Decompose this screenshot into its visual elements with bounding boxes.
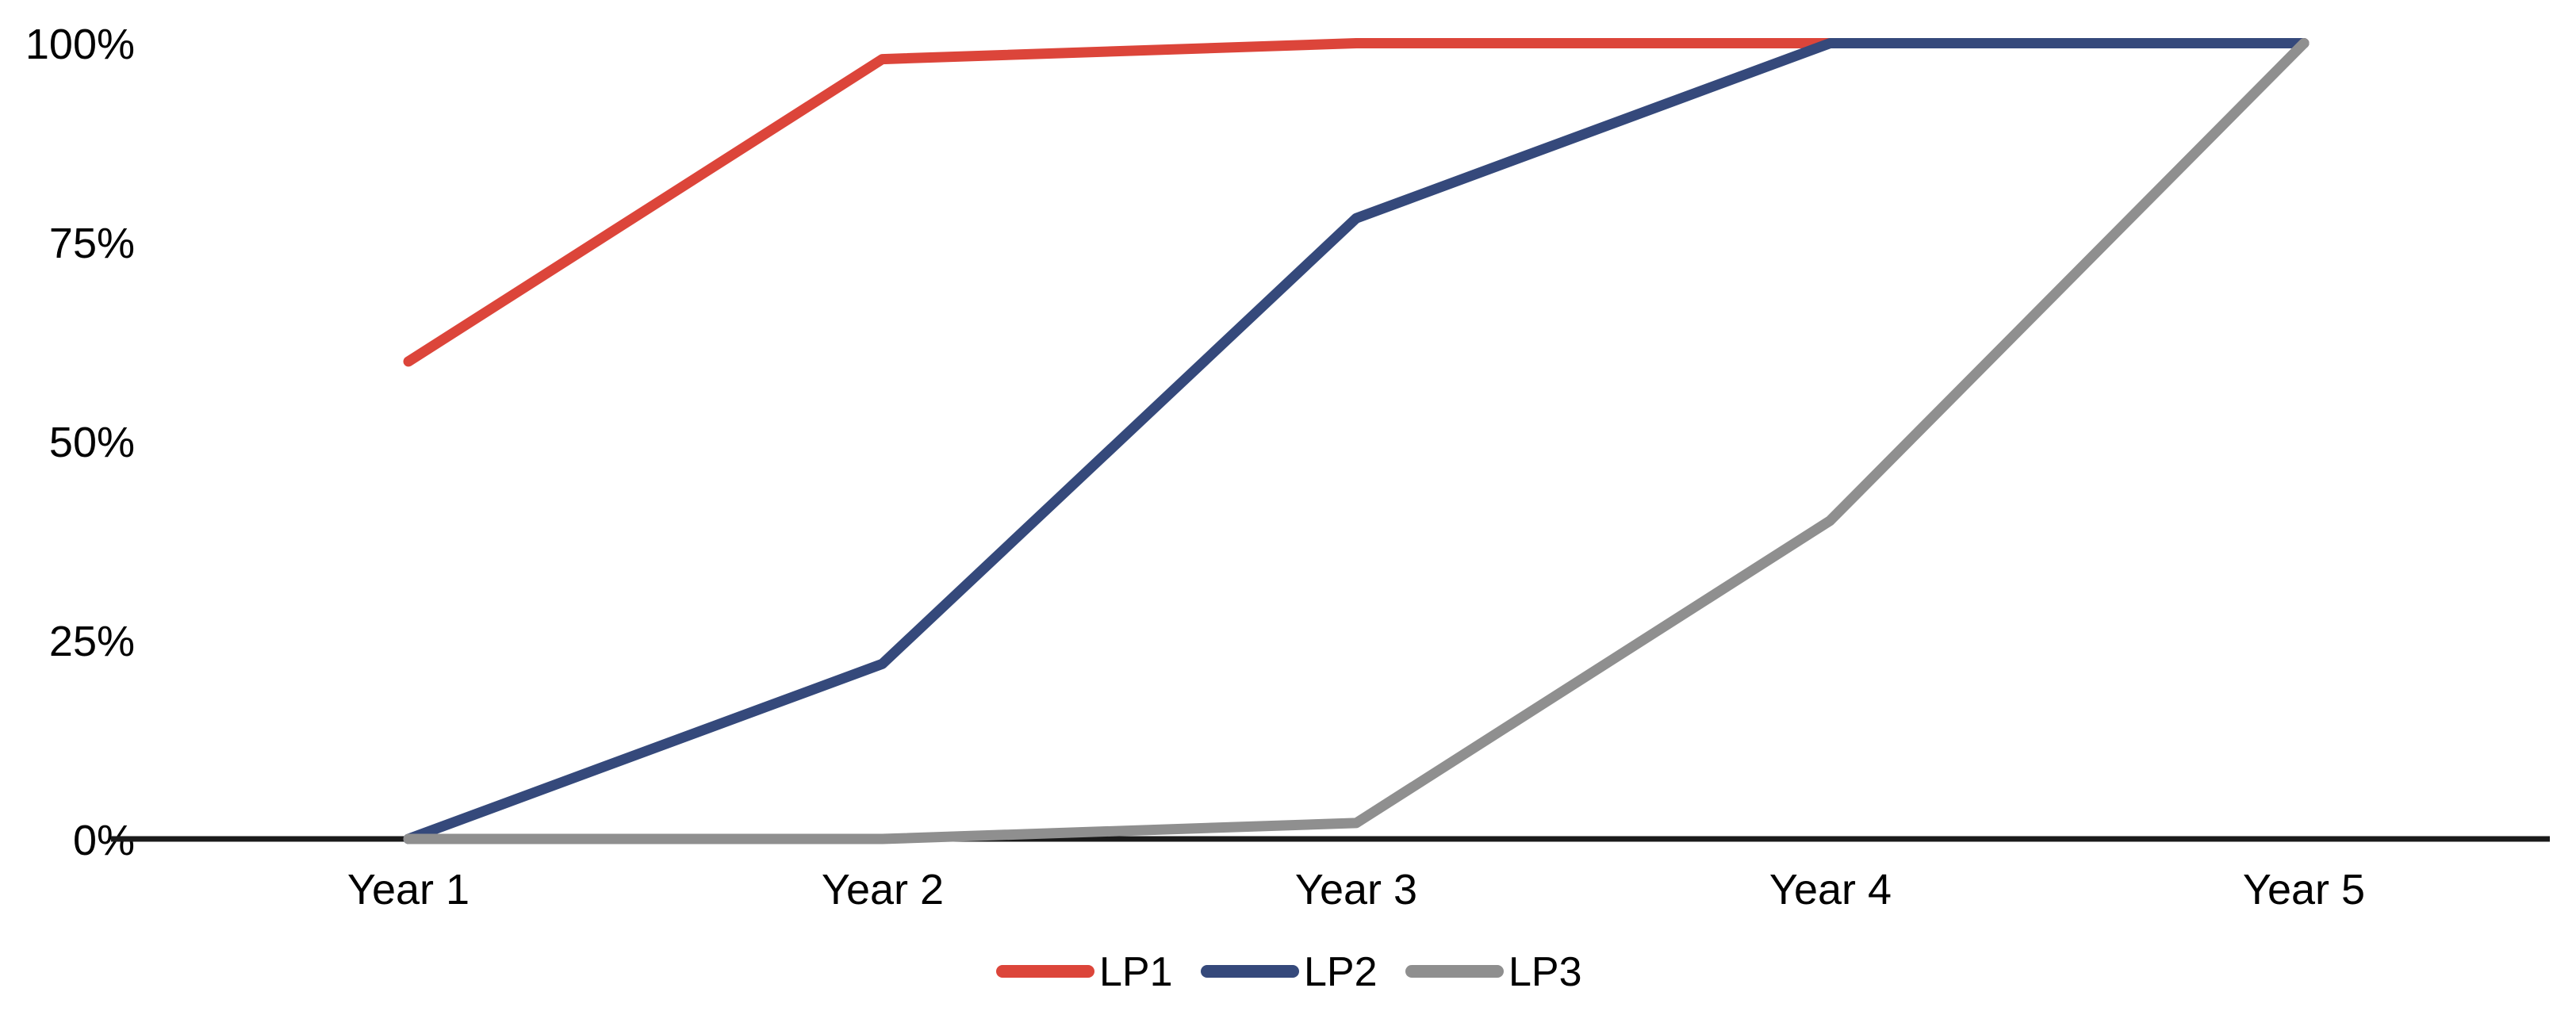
y-tick-label-100: 100% bbox=[25, 21, 135, 68]
legend-label-lp3: LP3 bbox=[1508, 949, 1582, 995]
x-tick-label-year1: Year 1 bbox=[347, 866, 470, 913]
x-tick-label-year4: Year 4 bbox=[1769, 866, 1892, 913]
y-tick-label-25: 25% bbox=[49, 618, 135, 665]
legend: LP1 LP2 LP3 bbox=[996, 949, 1582, 995]
series-line-lp1 bbox=[403, 38, 2310, 367]
y-tick-label-75: 75% bbox=[49, 220, 135, 267]
series-line-lp3 bbox=[403, 38, 2310, 844]
x-tick-label-year2: Year 2 bbox=[822, 866, 944, 913]
x-tick-label-year5: Year 5 bbox=[2243, 866, 2365, 913]
y-axis-labels: 100% 75% 50% 25% 0% bbox=[25, 21, 135, 864]
series-lines bbox=[403, 38, 2310, 844]
y-tick-label-50: 50% bbox=[49, 419, 135, 466]
x-tick-label-year3: Year 3 bbox=[1295, 866, 1417, 913]
legend-item-lp3: LP3 bbox=[1405, 949, 1582, 995]
legend-label-lp1: LP1 bbox=[1099, 949, 1173, 995]
x-axis-labels: Year 1 Year 2 Year 3 Year 4 Year 5 bbox=[347, 866, 2365, 913]
legend-item-lp1: LP1 bbox=[996, 949, 1173, 995]
legend-item-lp2: LP2 bbox=[1201, 949, 1378, 995]
series-line-lp2 bbox=[403, 38, 2310, 844]
legend-label-lp2: LP2 bbox=[1304, 949, 1378, 995]
